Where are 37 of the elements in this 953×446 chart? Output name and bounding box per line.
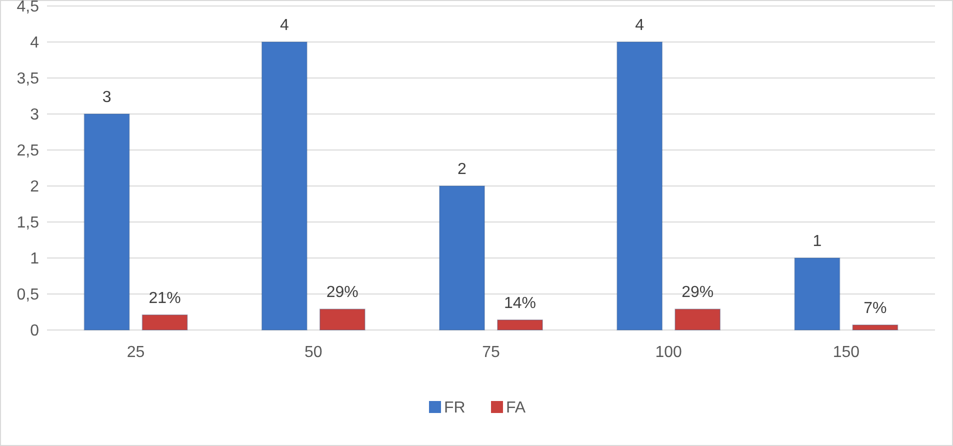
data-label: 4 <box>280 17 289 34</box>
data-label: 3 <box>102 89 112 106</box>
bar <box>616 42 663 330</box>
x-tick-label: 100 <box>655 344 682 361</box>
y-tick-label: 4,5 <box>16 0 40 16</box>
y-tick-label: 3 <box>30 106 40 124</box>
bar <box>84 114 130 330</box>
bar <box>794 258 840 330</box>
x-tick-label: 150 <box>832 344 860 361</box>
data-label: 1 <box>812 233 822 250</box>
bar <box>439 186 485 330</box>
bar <box>261 42 308 330</box>
y-tick-label: 4 <box>30 34 40 52</box>
bar <box>497 319 543 330</box>
data-label: 2 <box>458 161 467 178</box>
x-tick-label: 50 <box>304 344 322 361</box>
y-tick-label: 0 <box>30 322 40 340</box>
legend-label: FR <box>444 400 466 417</box>
bar <box>142 314 188 330</box>
bar <box>852 324 898 330</box>
bar <box>674 308 721 330</box>
x-tick-label: 75 <box>482 344 500 361</box>
y-tick-label: 1 <box>30 250 40 268</box>
y-tick-label: 1,5 <box>16 214 40 232</box>
data-label: 4 <box>635 17 644 34</box>
bar <box>319 308 366 330</box>
y-tick-label: 2,5 <box>16 142 40 160</box>
data-label: 7% <box>864 300 887 317</box>
y-tick-label: 0,5 <box>16 286 40 304</box>
y-tick-label: 2 <box>30 178 40 196</box>
data-label: 29% <box>682 284 714 302</box>
data-label: 29% <box>326 284 358 302</box>
y-tick-label: 3,5 <box>16 70 40 88</box>
data-label: 14% <box>504 294 536 312</box>
legend-label: FA <box>506 400 526 417</box>
x-tick-label: 25 <box>126 344 145 361</box>
data-label: 21% <box>148 290 181 307</box>
